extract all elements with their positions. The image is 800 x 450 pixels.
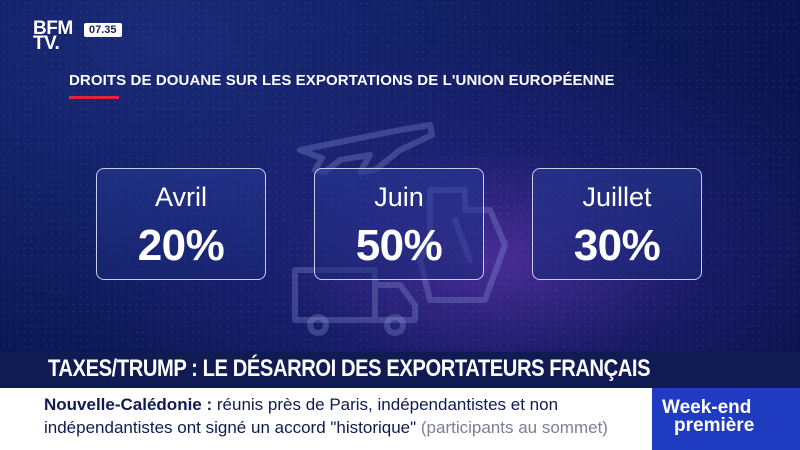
card-month: Juillet <box>582 182 652 212</box>
card-percentage: 50% <box>355 221 443 270</box>
ticker-tag: Nouvelle-Calédonie : <box>44 395 213 414</box>
news-ticker: Nouvelle-Calédonie : réunis près de Pari… <box>0 388 652 450</box>
clock-badge: 07.35 <box>84 23 122 37</box>
headline: TAXES/TRUMP : LE DÉSARROI DES EXPORTATEU… <box>48 355 651 382</box>
graphic-title: DROITS DE DOUANE SUR LES EXPORTATIONS DE… <box>69 72 615 89</box>
tariff-card-june: Juin 50% <box>314 168 484 280</box>
headline-bar <box>0 352 800 388</box>
show-name-badge: Week-end première <box>652 388 800 450</box>
channel-logo: BFM TV. <box>33 18 73 54</box>
card-month: Avril <box>154 182 207 212</box>
logo-line-2: TV. <box>33 33 60 54</box>
show-line-2: première <box>674 415 755 436</box>
logo-line-1: BFM <box>33 18 73 39</box>
card-month: Juin <box>374 182 424 212</box>
airplane-icon <box>297 122 435 175</box>
show-line-1: Week-end <box>662 397 752 418</box>
tariff-card-july: Juillet 30% <box>532 168 702 280</box>
card-percentage: 20% <box>137 221 225 270</box>
ticker-text-2: indépendantistes ont signé un accord "hi… <box>44 418 417 437</box>
ticker-text-1: réunis près de Paris, indépendantistes e… <box>216 395 559 414</box>
title-underline <box>69 96 119 99</box>
ticker-line-2: indépendantistes ont signé un accord "hi… <box>44 418 608 438</box>
ticker-line-1: Nouvelle-Calédonie : réunis près de Pari… <box>44 395 558 415</box>
tariff-card-april: Avril 20% <box>96 168 266 280</box>
card-percentage: 30% <box>573 221 661 270</box>
ticker-note: (participants au sommet) <box>420 418 608 437</box>
